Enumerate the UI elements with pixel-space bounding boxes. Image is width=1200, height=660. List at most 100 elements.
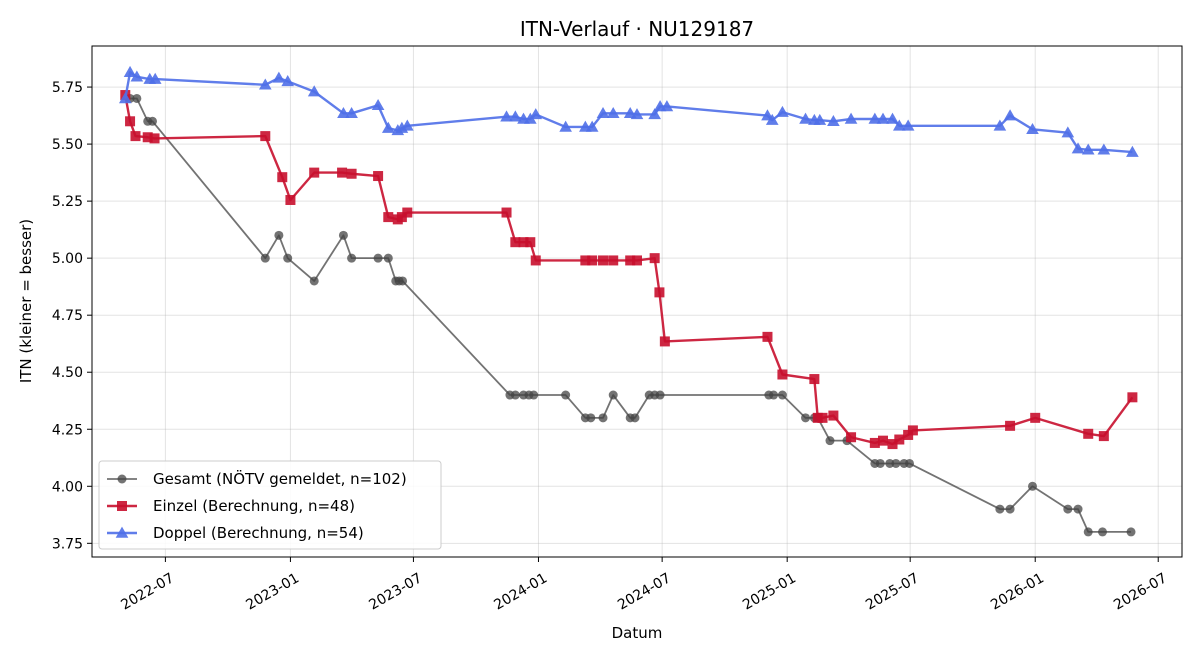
data-point — [398, 276, 408, 286]
data-point — [277, 172, 288, 183]
data-point — [559, 120, 572, 132]
data-point — [123, 65, 137, 77]
series-square — [120, 90, 1138, 450]
data-point — [337, 167, 348, 178]
y-tick-label: 4.00 — [52, 479, 83, 495]
y-axis-label: ITN (kleiner = besser) — [17, 219, 35, 383]
legend: Gesamt (NÖTV gemeldet, n=102) Einzel (Ber… — [98, 460, 442, 550]
data-point — [901, 119, 915, 131]
x-axis-label: Datum — [612, 624, 663, 642]
data-point — [993, 119, 1007, 131]
data-point — [1063, 504, 1073, 514]
data-point — [1126, 145, 1139, 157]
legend-marker — [117, 474, 127, 484]
data-point — [125, 116, 136, 127]
data-point — [529, 390, 539, 400]
data-point — [501, 207, 512, 218]
data-point — [596, 106, 610, 119]
data-point — [608, 255, 619, 266]
data-point — [608, 390, 618, 400]
series-triangle — [118, 65, 1139, 157]
data-point — [1083, 428, 1094, 439]
data-point — [281, 75, 295, 87]
data-point — [272, 71, 286, 83]
data-point — [799, 112, 812, 124]
data-point — [132, 93, 142, 103]
data-point — [630, 413, 640, 423]
data-point — [307, 85, 321, 97]
data-point — [1071, 142, 1085, 154]
legend-label: Einzel (Berechnung, n=48) — [153, 497, 355, 515]
y-tick-label: 5.50 — [52, 137, 83, 153]
data-point — [529, 108, 543, 120]
data-point — [510, 237, 521, 248]
data-point — [598, 255, 609, 266]
data-point — [509, 110, 522, 122]
y-tick-label: 4.25 — [52, 422, 83, 438]
y-axis: 3.75 4.00 4.25 4.50 4.75 5.00 5.25 5.50 5.75 — [52, 80, 92, 552]
data-point — [586, 413, 596, 423]
y-tick-label: 4.75 — [52, 308, 83, 324]
data-point — [907, 425, 918, 436]
data-point — [337, 106, 350, 119]
legend-label: Gesamt (NÖTV gemeldet, n=102) — [153, 469, 407, 488]
data-point — [598, 413, 608, 423]
data-point — [892, 119, 906, 131]
data-point — [625, 255, 636, 266]
data-point — [1027, 481, 1037, 491]
legend-marker — [115, 526, 129, 538]
data-point — [769, 390, 779, 400]
y-tick-label: 4.50 — [52, 365, 83, 381]
data-point — [1097, 527, 1107, 537]
data-point — [776, 105, 789, 117]
data-point — [130, 70, 144, 82]
data-point — [1081, 143, 1095, 155]
data-point — [827, 114, 840, 127]
data-point — [373, 171, 384, 182]
data-point — [285, 194, 296, 205]
data-point — [659, 336, 670, 347]
data-point — [828, 410, 839, 421]
data-point — [876, 112, 890, 124]
data-point — [530, 255, 541, 266]
legend-box — [98, 460, 442, 550]
data-point — [373, 253, 383, 263]
data-point — [1003, 109, 1017, 121]
legend-entry: Doppel (Berechnung, n=54) — [107, 524, 364, 542]
y-tick-label: 5.25 — [52, 194, 83, 210]
data-point — [825, 436, 835, 446]
data-point — [801, 413, 811, 423]
data-point — [561, 390, 571, 400]
data-point — [338, 230, 348, 240]
data-point — [381, 121, 395, 133]
data-point — [371, 98, 385, 111]
data-point — [580, 255, 591, 266]
data-point — [1098, 431, 1109, 442]
data-point — [1083, 527, 1093, 537]
data-point — [1005, 420, 1016, 431]
data-point — [118, 92, 132, 104]
data-point — [400, 119, 414, 131]
data-point — [886, 112, 899, 124]
data-point — [995, 504, 1005, 514]
data-point — [309, 167, 320, 178]
data-point — [148, 72, 162, 84]
data-point — [130, 131, 141, 142]
data-point — [274, 230, 284, 240]
chart-title: ITN-Verlauf · NU129187 — [520, 17, 754, 41]
data-point — [649, 253, 660, 264]
data-point — [1061, 126, 1075, 138]
data-point — [587, 255, 598, 266]
data-point — [777, 369, 788, 380]
y-tick-label: 3.75 — [52, 536, 83, 552]
data-point — [309, 276, 319, 286]
data-point — [875, 458, 885, 468]
data-point — [500, 110, 513, 122]
data-point — [813, 113, 827, 125]
legend-entry: Gesamt (NÖTV gemeldet, n=102) — [107, 469, 407, 488]
series-layer — [118, 65, 1139, 537]
data-point — [510, 390, 520, 400]
data-point — [877, 435, 888, 446]
data-point — [887, 439, 898, 450]
data-point — [762, 331, 773, 342]
